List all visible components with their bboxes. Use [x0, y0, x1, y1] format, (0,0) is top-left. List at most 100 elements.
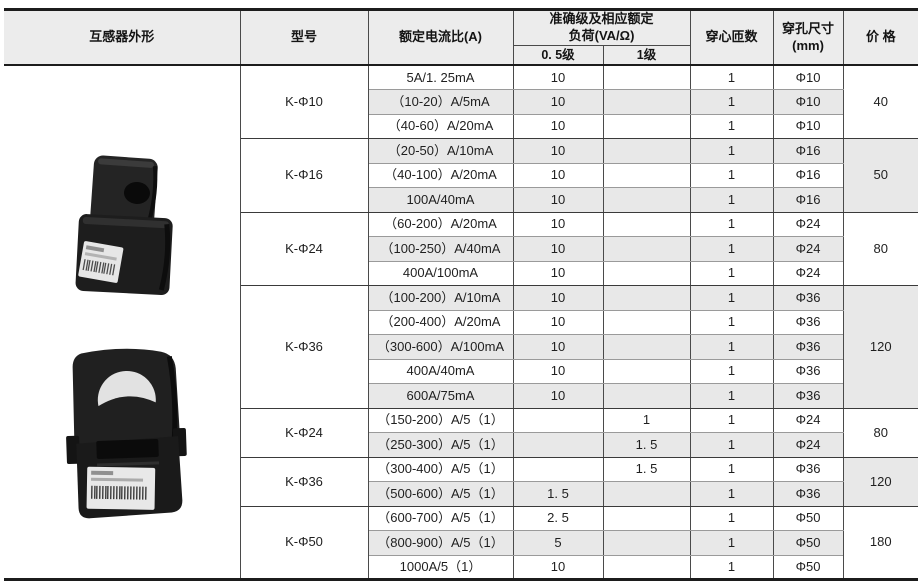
cell-hole: Φ50 — [772, 506, 844, 532]
cell-hole: Φ10 — [772, 114, 844, 140]
cell-turns: 1 — [689, 506, 774, 532]
cell-turns: 1 — [689, 114, 774, 140]
cell-class1: 1. 5 — [602, 457, 691, 483]
table-row: 100A/40mA 10 1 Φ16 — [4, 187, 918, 213]
model-cell: K-Φ10 — [239, 64, 369, 140]
cell-class05: 10 — [512, 310, 604, 336]
model-cell: K-Φ36 — [239, 457, 369, 507]
cell-hole: Φ36 — [772, 285, 844, 311]
cell-class05: 10 — [512, 334, 604, 360]
cell-class1 — [602, 64, 691, 91]
cell-ratio: （250-300）A/5（1） — [367, 432, 514, 458]
cell-turns: 1 — [689, 261, 774, 287]
cell-class05: 10 — [512, 138, 604, 164]
cell-class1 — [602, 506, 691, 532]
cell-turns: 1 — [689, 236, 774, 262]
model-cell: K-Φ16 — [239, 138, 369, 213]
cell-class05: 10 — [512, 383, 604, 409]
cell-hole: Φ24 — [772, 236, 844, 262]
cell-class1 — [602, 163, 691, 189]
cell-class05: 10 — [512, 114, 604, 140]
cell-ratio: 400A/40mA — [367, 359, 514, 385]
model-cell: K-Φ24 — [239, 408, 369, 458]
table-row: 400A/100mA 10 1 Φ24 — [4, 261, 918, 287]
cell-turns: 1 — [689, 334, 774, 360]
cell-class05 — [512, 408, 604, 434]
split-core-ct-open-hole-icon — [66, 349, 187, 519]
cell-class1 — [602, 530, 691, 556]
cell-turns: 1 — [689, 408, 774, 434]
cell-class05: 10 — [512, 187, 604, 213]
cell-turns: 1 — [689, 359, 774, 385]
cell-ratio: 100A/40mA — [367, 187, 514, 213]
cell-class1: 1. 5 — [602, 432, 691, 458]
price-cell: 120 — [842, 457, 919, 507]
table-row: （200-400）A/20mA 10 1 Φ36 — [4, 310, 918, 336]
cell-ratio: （100-200）A/10mA — [367, 285, 514, 311]
cell-ratio: （40-100）A/20mA — [367, 163, 514, 189]
cell-hole: Φ16 — [772, 138, 844, 164]
cell-turns: 1 — [689, 138, 774, 164]
cell-class05: 5 — [512, 530, 604, 556]
cell-class1 — [602, 359, 691, 385]
cell-ratio: 1000A/5（1） — [367, 555, 514, 582]
table-row: （10-20）A/5mA 10 1 Φ10 — [4, 89, 918, 115]
cell-ratio: （600-700）A/5（1） — [367, 506, 514, 532]
table-row: 1000A/5（1） 10 1 Φ50 — [4, 555, 918, 582]
cell-ratio: （300-400）A/5（1） — [367, 457, 514, 483]
table-row: K-Φ10 5A/1. 25mA 10 1 Φ10 40 — [4, 64, 919, 582]
appearance-column-body — [4, 66, 240, 578]
header-model: 型号 — [239, 8, 369, 66]
table-row: （100-250）A/40mA 10 1 Φ24 — [4, 236, 918, 262]
table-row: （40-60）A/20mA 10 1 Φ10 — [4, 114, 918, 140]
table-row: 600A/75mA 10 1 Φ36 — [4, 383, 918, 409]
cell-hole: Φ36 — [772, 310, 844, 336]
cell-hole: Φ10 — [772, 64, 844, 91]
cell-class1 — [602, 310, 691, 336]
cell-class1 — [602, 114, 691, 140]
table-row: （40-100）A/20mA 10 1 Φ16 — [4, 163, 918, 189]
cell-ratio: （100-250）A/40mA — [367, 236, 514, 262]
cell-turns: 1 — [689, 89, 774, 115]
header-class-05: 0. 5级 — [512, 45, 604, 66]
cell-turns: 1 — [689, 530, 774, 556]
cell-class05 — [512, 432, 604, 458]
header-accuracy-line1: 准确级及相应额定 — [549, 11, 654, 26]
cell-turns: 1 — [689, 187, 774, 213]
cell-hole: Φ10 — [772, 89, 844, 115]
cell-class1 — [602, 383, 691, 409]
cell-turns: 1 — [689, 457, 774, 483]
price-cell: 40 — [842, 64, 919, 140]
cell-class1 — [602, 89, 691, 115]
header-accuracy-group: 准确级及相应额定 负荷(VA/Ω) — [512, 8, 691, 46]
cell-class1 — [602, 261, 691, 287]
cell-class1 — [602, 481, 691, 507]
cell-class05: 10 — [512, 64, 604, 91]
cell-ratio: （800-900）A/5（1） — [367, 530, 514, 556]
cell-hole: Φ24 — [772, 408, 844, 434]
cell-class05: 2. 5 — [512, 506, 604, 532]
cell-class05: 10 — [512, 89, 604, 115]
product-photo-open-hole-ct — [52, 336, 200, 532]
cell-turns: 1 — [689, 64, 774, 91]
price-cell: 80 — [842, 408, 919, 458]
cell-class05: 10 — [512, 261, 604, 287]
cell-class05: 10 — [512, 359, 604, 385]
cell-class05 — [512, 457, 604, 483]
cell-turns: 1 — [689, 555, 774, 582]
cell-hole: Φ50 — [772, 530, 844, 556]
model-cell: K-Φ50 — [239, 506, 369, 582]
cell-turns: 1 — [689, 432, 774, 458]
appearance-cell — [4, 64, 241, 582]
cell-ratio: （10-20）A/5mA — [367, 89, 514, 115]
cell-hole: Φ24 — [772, 261, 844, 287]
table-row: K-Φ36 （300-400）A/5（1） 1. 5 1 Φ36 120 — [4, 457, 919, 507]
header-ratio: 额定电流比(A) — [367, 8, 514, 66]
cell-class1 — [602, 138, 691, 164]
cell-ratio: 600A/75mA — [367, 383, 514, 409]
split-core-ct-closed-icon — [75, 155, 173, 296]
cell-class1 — [602, 212, 691, 238]
cell-turns: 1 — [689, 383, 774, 409]
price-cell: 180 — [842, 506, 919, 582]
